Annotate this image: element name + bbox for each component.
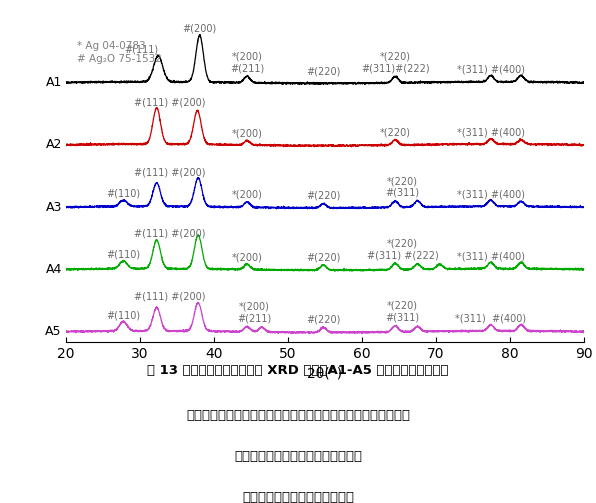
Text: #(111) #(200): #(111) #(200) xyxy=(134,167,205,177)
Text: *(200): *(200) xyxy=(232,129,262,139)
Text: * Ag 04-0783: * Ag 04-0783 xyxy=(77,41,145,51)
Text: A1: A1 xyxy=(45,76,62,89)
Text: *(311) #(400): *(311) #(400) xyxy=(457,252,524,262)
Text: *(220)
#(311) #(222): *(220) #(311) #(222) xyxy=(367,238,439,260)
Text: *(311) #(400): *(311) #(400) xyxy=(457,65,524,75)
Text: #(111) #(200): #(111) #(200) xyxy=(134,292,205,302)
Text: #(111) #(200): #(111) #(200) xyxy=(134,228,205,238)
Text: 氧化銀晶体，并以单质銀晶体为主。: 氧化銀晶体，并以单质銀晶体为主。 xyxy=(234,450,362,463)
X-axis label: 2θ(°): 2θ(°) xyxy=(308,367,342,380)
Text: *(200): *(200) xyxy=(232,190,262,200)
Text: *(200)
#(211): *(200) #(211) xyxy=(230,52,264,73)
Text: A3: A3 xyxy=(45,201,62,214)
Text: #(110): #(110) xyxy=(106,188,141,198)
Text: #(220): #(220) xyxy=(306,66,340,76)
Text: *(311) #(400): *(311) #(400) xyxy=(457,128,524,137)
Text: #(110): #(110) xyxy=(106,310,141,320)
Text: #(111) #(200): #(111) #(200) xyxy=(134,98,205,108)
Text: A5: A5 xyxy=(45,325,62,338)
Text: *(220): *(220) xyxy=(380,128,411,137)
Text: #(220): #(220) xyxy=(306,314,340,324)
Text: *(200)
#(211): *(200) #(211) xyxy=(237,302,272,323)
Text: # Ag₂O 75-1532: # Ag₂O 75-1532 xyxy=(77,54,162,64)
Text: #(220): #(220) xyxy=(306,252,340,262)
Text: #(111): #(111) xyxy=(124,44,158,54)
Text: A4: A4 xyxy=(45,263,62,276)
Text: A2: A2 xyxy=(45,138,62,151)
Text: *(311)  #(400): *(311) #(400) xyxy=(455,314,526,324)
Text: #(110): #(110) xyxy=(106,249,141,259)
Text: #(200): #(200) xyxy=(182,23,217,33)
Text: *(220)
#(311): *(220) #(311) xyxy=(386,176,420,198)
Text: *(200): *(200) xyxy=(232,252,262,262)
Text: *(311) #(400): *(311) #(400) xyxy=(457,189,524,199)
Text: 域取样。结果表明，该敷料样品颗粒分布较均匀，包含单质銀和: 域取样。结果表明，该敷料样品颗粒分布较均匀，包含单质銀和 xyxy=(186,409,410,423)
Text: 图 13 某种含銀敷料中銀颗粒 XRD 表征。A1-A5 为该敷料样品不同区: 图 13 某种含銀敷料中銀颗粒 XRD 表征。A1-A5 为该敷料样品不同区 xyxy=(147,364,449,377)
Text: *(220)
#(311): *(220) #(311) xyxy=(386,301,420,322)
Text: *(220)
#(311)#(222): *(220) #(311)#(222) xyxy=(361,52,430,73)
Text: 数据来源：国家纳米科学中心。: 数据来源：国家纳米科学中心。 xyxy=(242,491,354,503)
Text: #(220): #(220) xyxy=(306,191,340,201)
